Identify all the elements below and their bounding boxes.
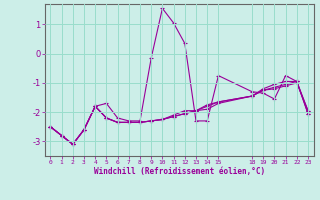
X-axis label: Windchill (Refroidissement éolien,°C): Windchill (Refroidissement éolien,°C) — [94, 167, 265, 176]
